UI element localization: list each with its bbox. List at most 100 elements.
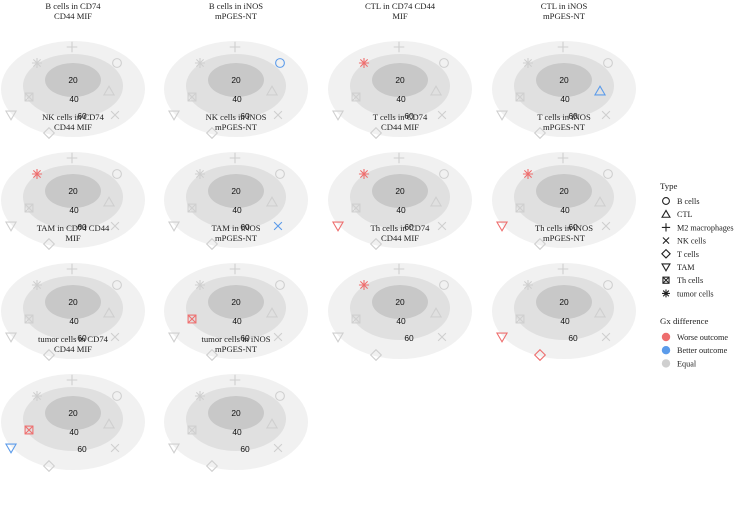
- marker-ctl: [429, 85, 443, 96]
- marker-nk-cells: [601, 332, 611, 342]
- ring-label-20: 20: [231, 297, 241, 307]
- legend-label: Equal: [677, 359, 697, 368]
- ring-inner: [45, 396, 101, 430]
- marker-tumor-cells: [522, 279, 534, 291]
- marker-m2-macrophages: [393, 41, 405, 53]
- marker-tumor-cells: [358, 168, 370, 180]
- ring-label-60: 60: [77, 222, 87, 232]
- marker-tam: [495, 110, 509, 121]
- marker-b-cells: [439, 58, 449, 68]
- marker-th-cells: [515, 203, 525, 213]
- marker-b-cells: [112, 280, 122, 290]
- ring-inner: [372, 174, 428, 208]
- ring-label-60: 60: [240, 222, 250, 232]
- marker-tam: [167, 443, 181, 454]
- panel-title: CTL in CD74 CD44: [365, 1, 436, 11]
- marker-ctl: [102, 85, 116, 96]
- marker-b-cells: [275, 391, 285, 401]
- panel-title: Th cells in CD74: [371, 223, 431, 233]
- marker-tumor-cells: [522, 57, 534, 69]
- marker-nk-cells: [110, 332, 120, 342]
- marker-th-cells: [351, 92, 361, 102]
- marker-t-cells: [533, 126, 547, 140]
- marker-nk-cells: [110, 110, 120, 120]
- marker-tumor-cells: [194, 57, 206, 69]
- marker-t-cells: [42, 348, 56, 362]
- panel-title: MIF: [392, 11, 408, 21]
- ring-label-20: 20: [231, 186, 241, 196]
- marker-nk-cells: [437, 332, 447, 342]
- marker-tam: [167, 332, 181, 343]
- marker-tam: [4, 221, 18, 232]
- marker-nk-cells: [601, 221, 611, 231]
- ring-label-20: 20: [68, 408, 78, 418]
- ring-label-60: 60: [240, 111, 250, 121]
- ring-inner: [208, 396, 264, 430]
- marker-tumor-cells: [194, 168, 206, 180]
- ring-label-40: 40: [396, 205, 406, 215]
- panel-title: mPGES-NT: [543, 233, 586, 243]
- panel-title: Th cells in iNOS: [535, 223, 593, 233]
- legend-label: NK cells: [677, 237, 706, 246]
- ring-label-60: 60: [77, 333, 87, 343]
- marker-t-cells: [369, 237, 383, 251]
- ring-inner: [536, 285, 592, 319]
- marker-t-cells: [533, 237, 547, 251]
- marker-m2-macrophages: [66, 263, 78, 275]
- marker-b-cells: [275, 169, 285, 179]
- panel-title: mPGES-NT: [215, 11, 258, 21]
- marker-tam: [4, 443, 18, 454]
- legend-label: M2 macrophages: [677, 223, 734, 232]
- marker-t-cells: [205, 237, 219, 251]
- marker-t-cells: [533, 348, 547, 362]
- marker-m2-macrophages: [66, 152, 78, 164]
- ring-label-40: 40: [560, 205, 570, 215]
- marker-b-cells: [603, 58, 613, 68]
- panel-title: B cells in iNOS: [209, 1, 263, 11]
- panel-title: CD44 MIF: [54, 11, 92, 21]
- ring-label-60: 60: [404, 333, 414, 343]
- marker-ctl: [102, 418, 116, 429]
- ring-label-20: 20: [68, 75, 78, 85]
- panel-title: NK cells in iNOS: [206, 112, 267, 122]
- marker-ctl: [593, 85, 607, 96]
- panel-title: tumor cells in iNOS: [202, 334, 271, 344]
- marker-m2-macrophages: [557, 263, 569, 275]
- ring-label-20: 20: [395, 186, 405, 196]
- marker-tumor-cells: [31, 168, 43, 180]
- marker-ctl: [429, 307, 443, 318]
- marker-b-cells: [112, 391, 122, 401]
- marker-t-cells: [42, 237, 56, 251]
- ring-label-40: 40: [232, 427, 242, 437]
- marker-th-cells: [515, 314, 525, 324]
- ring-inner: [45, 63, 101, 97]
- ring-label-60: 60: [568, 333, 578, 343]
- marker-b-cells: [275, 280, 285, 290]
- marker-m2-macrophages: [229, 374, 241, 386]
- ring-label-60: 60: [240, 333, 250, 343]
- marker-t-cells: [369, 126, 383, 140]
- marker-nk-cells: [437, 221, 447, 231]
- legend-label: Worse outcome: [677, 333, 728, 342]
- panel-title: B cells in CD74: [45, 1, 101, 11]
- panel-title: tumor cells in CD74: [38, 334, 109, 344]
- marker-tumor-cells: [31, 279, 43, 291]
- marker-tam: [167, 110, 181, 121]
- ring-label-60: 60: [568, 222, 578, 232]
- ring-label-60: 60: [77, 444, 87, 454]
- marker-ctl: [102, 307, 116, 318]
- ring-label-20: 20: [68, 297, 78, 307]
- marker-nk-cells: [110, 443, 120, 453]
- marker-t-cells: [205, 459, 219, 473]
- marker-t-cells: [205, 348, 219, 362]
- marker-b-cells: [603, 280, 613, 290]
- panel-title: mPGES-NT: [543, 122, 586, 132]
- panel-title: mPGES-NT: [543, 11, 586, 21]
- marker-b-cells: [112, 58, 122, 68]
- marker-nk-cells: [273, 221, 283, 231]
- marker-m2-macrophages: [557, 152, 569, 164]
- marker-t-cells: [42, 126, 56, 140]
- ring-inner: [45, 174, 101, 208]
- marker-m2-macrophages: [66, 41, 78, 53]
